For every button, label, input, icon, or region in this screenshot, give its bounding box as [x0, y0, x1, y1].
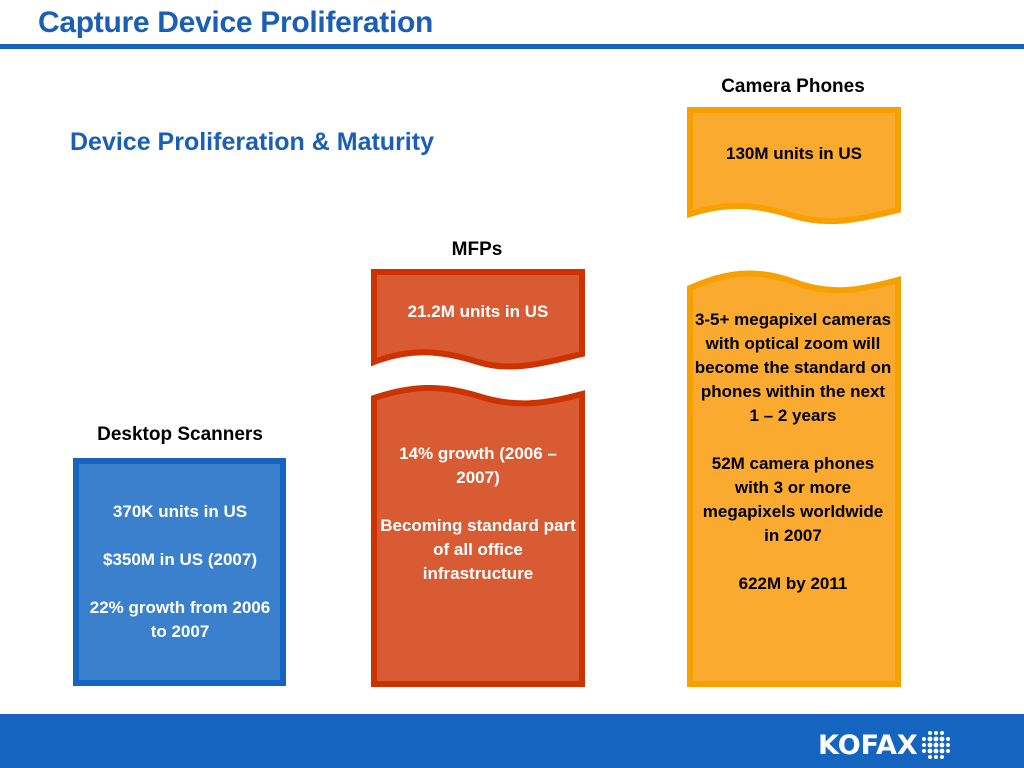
scanners-revenue: $350M in US (2007)	[102, 550, 257, 569]
mfps-growth: 14% growth (2006 – 2007)	[399, 444, 557, 487]
mfps-broken-box	[371, 269, 585, 687]
mfps-bottom-text: 14% growth (2006 – 2007) Becoming standa…	[378, 442, 578, 586]
phones-broken-box	[687, 107, 901, 687]
scanners-box	[73, 458, 286, 686]
scanners-text: 370K units in US $350M in US (2007) 22% …	[80, 500, 280, 644]
scanners-label: Desktop Scanners	[97, 424, 263, 445]
kofax-logo: KOFAX	[818, 729, 952, 761]
phones-top-text: 130M units in US	[725, 144, 863, 163]
dot-globe-icon	[921, 731, 950, 759]
mfps-standard: Becoming standard part of all office inf…	[380, 516, 576, 583]
title-divider	[0, 44, 1024, 49]
footer-bar	[0, 714, 1024, 768]
mfps-label: MFPs	[451, 239, 503, 260]
slide-subtitle: Device Proliferation & Maturity	[70, 128, 434, 156]
phones-bottom-text: 3-5+ megapixel cameras with optical zoom…	[694, 308, 892, 596]
phones-megapixel-note: 3-5+ megapixel cameras with optical zoom…	[694, 310, 892, 425]
logo-wordmark: KOFAX	[818, 729, 918, 761]
scanners-growth: 22% growth from 2006 to 2007	[89, 598, 271, 641]
phones-2011-count: 622M by 2011	[738, 574, 848, 593]
slide-title: Capture Device Proliferation	[38, 6, 434, 39]
phones-label: Camera Phones	[721, 76, 865, 97]
phones-2007-count: 52M camera phones with 3 or more megapix…	[702, 454, 884, 545]
scanners-units: 370K units in US	[112, 502, 248, 521]
mfps-top-text: 21.2M units in US	[407, 302, 549, 321]
